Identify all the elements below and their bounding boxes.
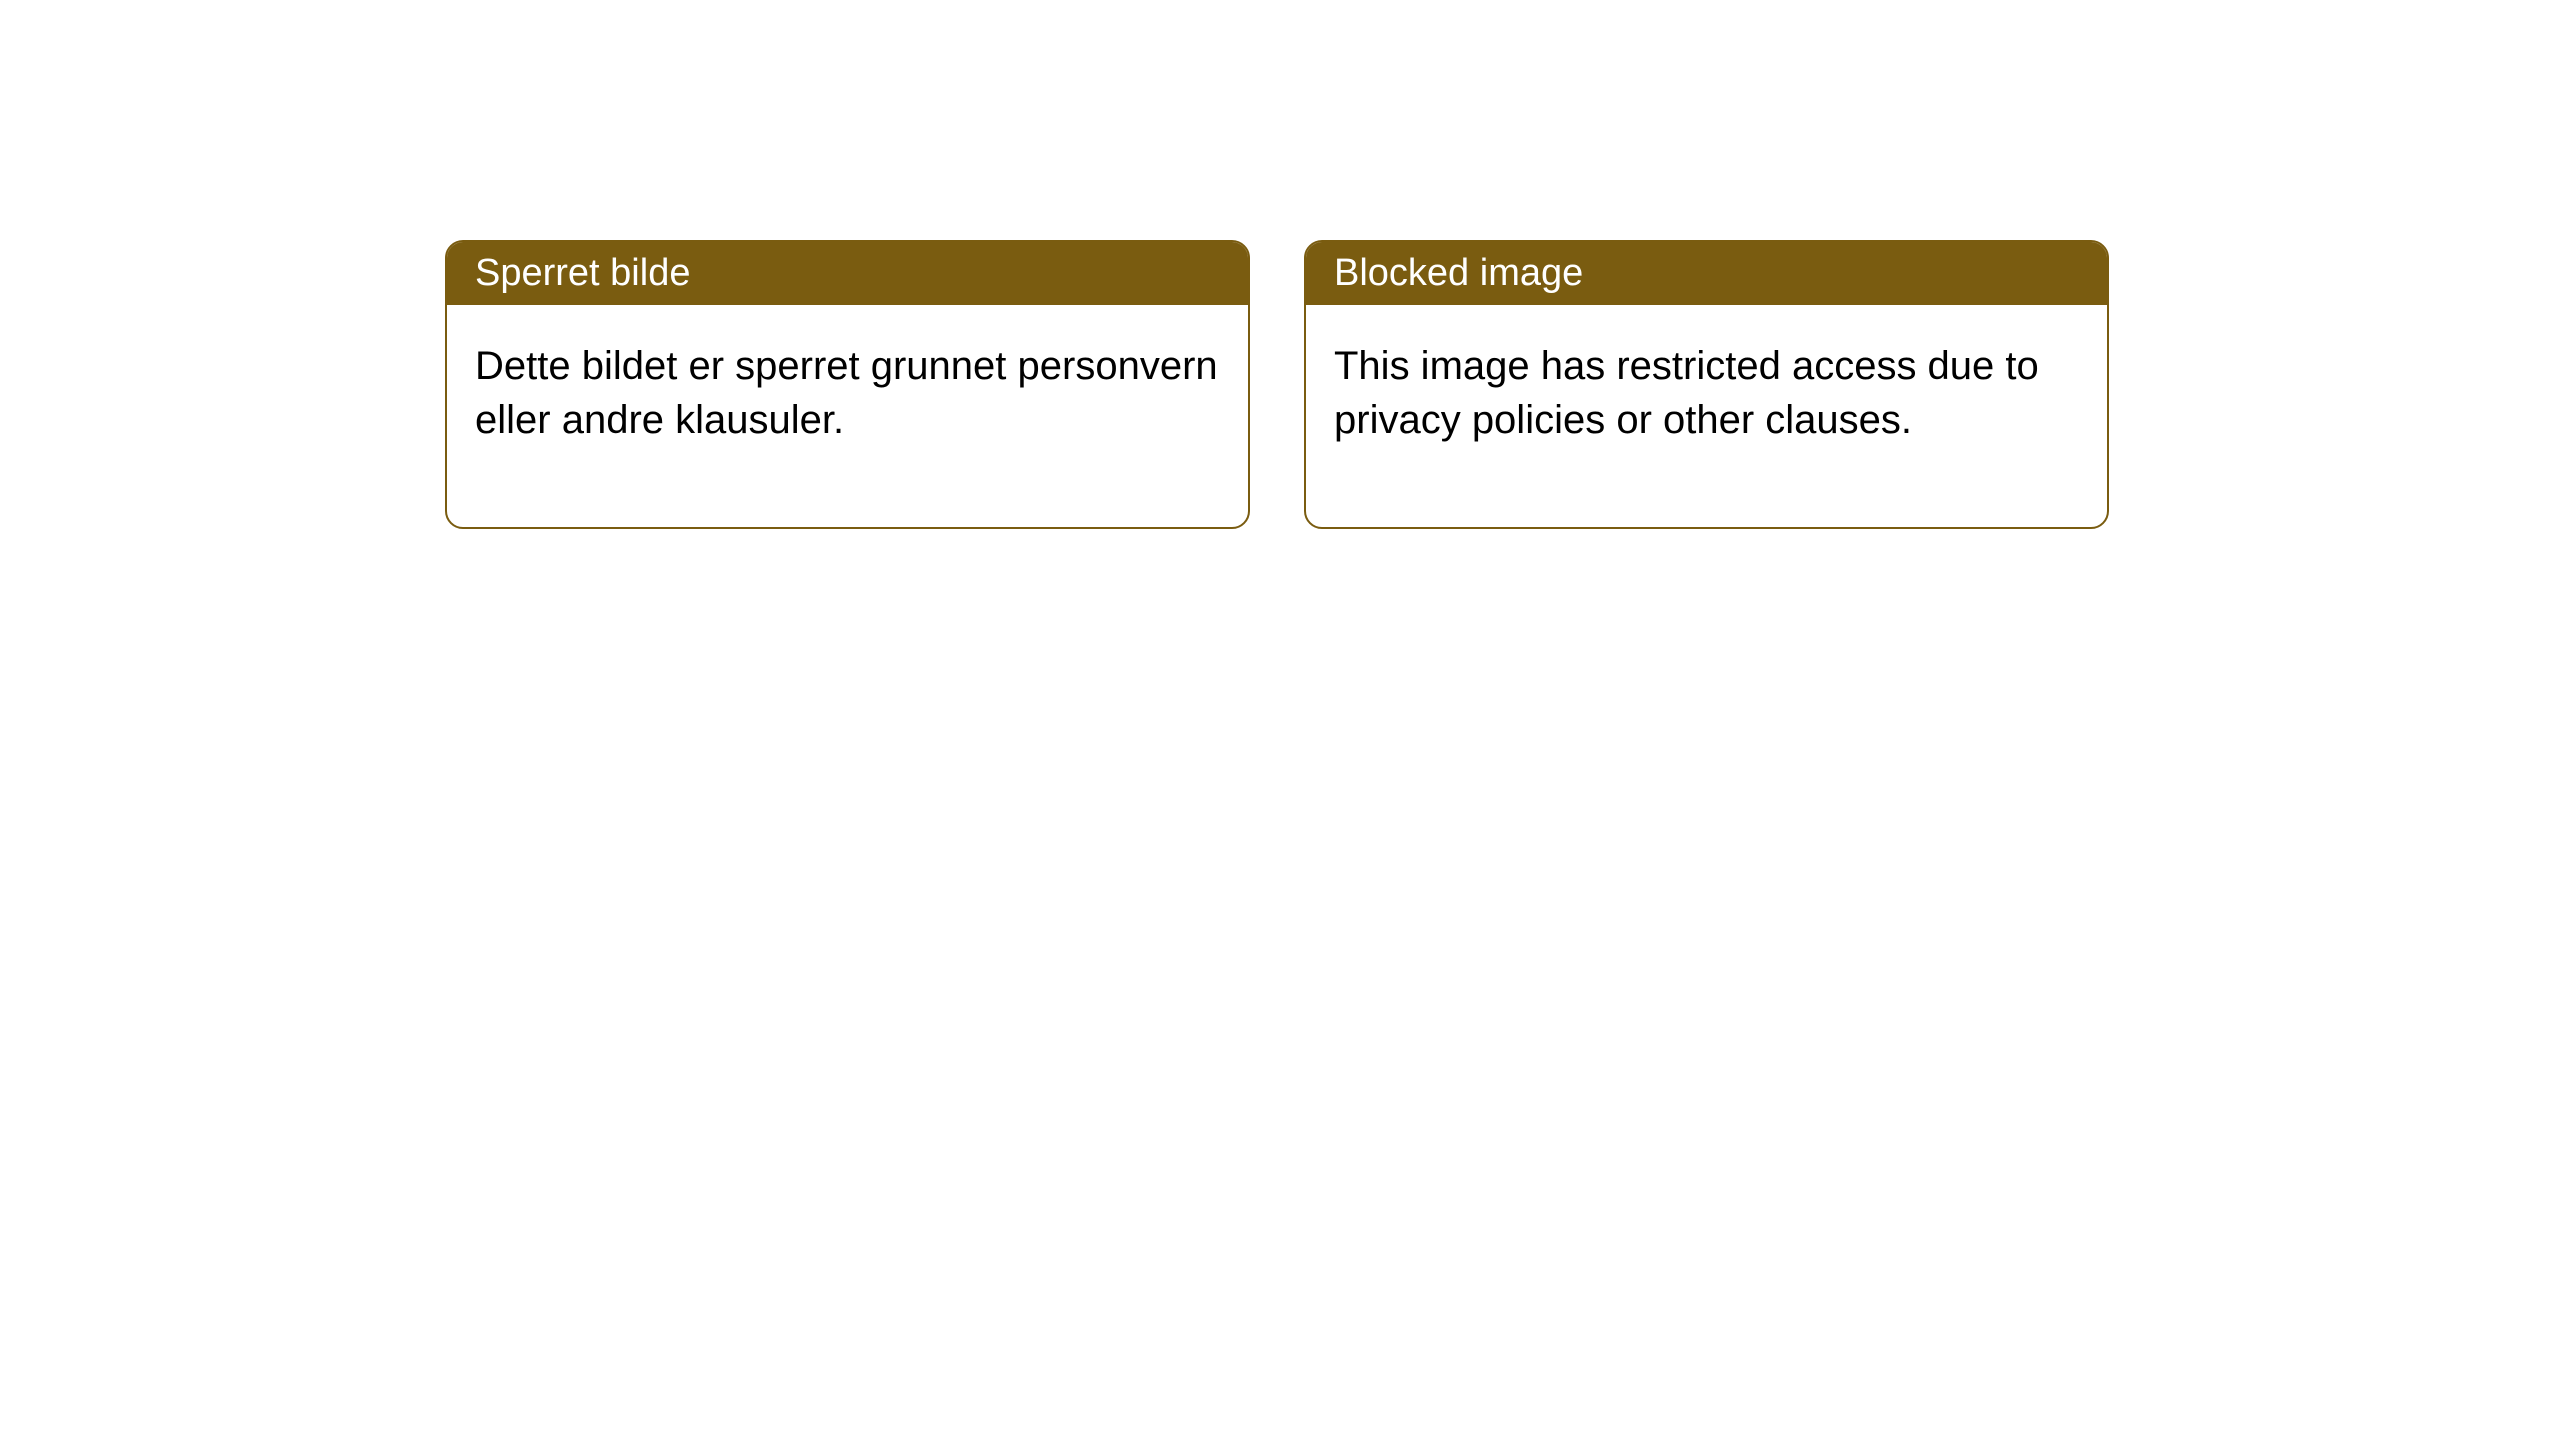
notice-card-body-en: This image has restricted access due to … [1306,305,2107,527]
notice-cards-container: Sperret bilde Dette bildet er sperret gr… [445,240,2109,529]
notice-card-en: Blocked image This image has restricted … [1304,240,2109,529]
notice-card-text-no: Dette bildet er sperret grunnet personve… [475,344,1218,442]
notice-card-title-no: Sperret bilde [475,252,690,294]
notice-card-title-en: Blocked image [1334,252,1583,294]
notice-card-no: Sperret bilde Dette bildet er sperret gr… [445,240,1250,529]
notice-card-header-en: Blocked image [1306,242,2107,305]
notice-card-header-no: Sperret bilde [447,242,1248,305]
notice-card-body-no: Dette bildet er sperret grunnet personve… [447,305,1248,527]
notice-card-text-en: This image has restricted access due to … [1334,344,2039,442]
